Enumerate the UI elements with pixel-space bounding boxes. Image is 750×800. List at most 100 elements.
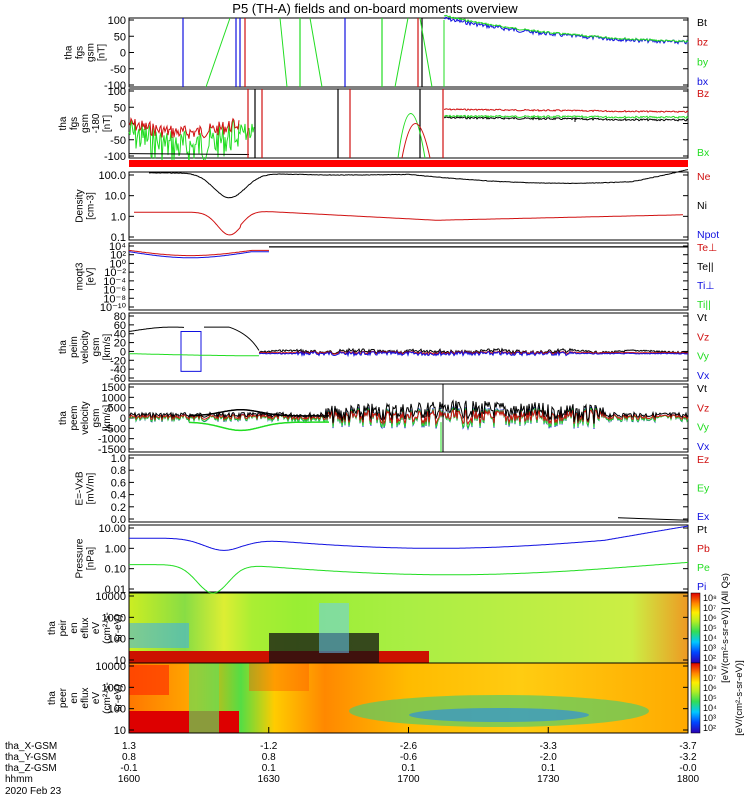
x-tick-label: 0.1	[541, 763, 555, 774]
y-tick-label: 0.1	[111, 232, 126, 244]
legend-entry: Ti||	[697, 299, 711, 311]
panel-7: 1.00.80.60.40.20.0 E=-VxB [mV/m] Ez Ey Ex	[75, 453, 711, 526]
y-axis-label: en	[69, 622, 80, 633]
y-tick-label: -100	[104, 151, 126, 163]
legend-entry: Bt	[697, 17, 707, 29]
legend-entry: Te⊥	[697, 242, 717, 254]
panel-frame	[128, 242, 689, 311]
y-tick-label: 50	[114, 102, 126, 114]
y-axis-label: eflux	[80, 687, 91, 708]
y-tick-label: 10000	[95, 661, 126, 673]
legend-entry: Ni	[697, 200, 707, 212]
y-axis-label: peer	[58, 687, 69, 708]
y-axis-label: [cm-3]	[86, 192, 97, 220]
colorbar-tick-label: 10⁶	[703, 613, 717, 623]
y-tick-label: 1000	[102, 682, 126, 694]
legend-entry: Vy	[697, 351, 710, 363]
panel-8: 10.00 1.00 0.10 0.01 Pressure [nPa] Pt Pb Pe Pi	[75, 523, 711, 596]
x-tick-label: 1630	[258, 774, 281, 785]
date-label: 2020 Feb 23	[5, 786, 62, 797]
y-tick-label: -50	[110, 64, 126, 76]
y-tick-label: 10⁻⁶	[103, 285, 126, 297]
x-tick-label: -3.7	[679, 741, 697, 752]
y-tick-label: 10²	[110, 250, 126, 262]
panel-frame	[128, 17, 689, 88]
y-tick-label: -40	[110, 364, 126, 376]
vz-trace	[128, 408, 689, 426]
colorbar-tick-label: 10³	[703, 643, 716, 653]
y-tick-label: 1500	[102, 382, 126, 394]
heatmap-band	[189, 663, 219, 733]
legend-entry: Te||	[697, 261, 714, 273]
panel-9: 10000 1000 100 10 tha peir en eflux eV (cm²-s-sr-…	[47, 591, 717, 667]
y-axis-label: [km/s]	[102, 333, 113, 360]
legend-entry: Vt	[697, 312, 707, 324]
y-tick-label: 40	[114, 329, 126, 341]
y-tick-label: -60	[110, 373, 126, 385]
x-tick-label: -1.2	[260, 741, 278, 752]
y-axis-label: -180	[91, 113, 102, 133]
legend-entry: Ey	[697, 483, 710, 495]
y-axis-label: gsm	[91, 409, 102, 428]
y-tick-label: 100	[108, 634, 126, 646]
y-tick-label: 60	[114, 320, 126, 332]
y-axis-label: moqt3	[75, 262, 86, 290]
y-tick-label: 100	[108, 15, 126, 27]
y-tick-label: 100	[108, 86, 126, 98]
y-axis-label: eflux	[80, 617, 91, 638]
colorbar-tick-label: 10⁷	[703, 673, 716, 683]
bt-trace	[128, 153, 250, 156]
y-tick-label: 10⁻⁴	[103, 276, 126, 288]
y-axis-label: tha	[58, 411, 69, 425]
colorbar-tick-label: 10⁸	[703, 663, 717, 673]
y-axis-label: gsm	[91, 338, 102, 357]
legend-entry: Ne	[697, 171, 711, 183]
panel-frame	[128, 454, 689, 523]
x-tick-label: -0.0	[679, 763, 697, 774]
legend-entry: bz	[697, 37, 708, 49]
y-axis-label: Pressure	[75, 538, 86, 578]
heatmap-band	[319, 603, 349, 653]
vy-trace	[189, 421, 329, 432]
te-perp-trace	[128, 249, 269, 257]
heatmap-band	[249, 663, 309, 691]
y-tick-label: 80	[114, 311, 126, 323]
y-tick-label: 0.4	[111, 490, 126, 502]
by-trace	[309, 17, 323, 88]
colorbar-tick-label: 10⁸	[703, 593, 717, 603]
bx-trace	[128, 118, 240, 164]
y-axis-label: fgs	[69, 117, 80, 130]
legend-entry: Npot	[697, 229, 719, 241]
by-trace	[443, 14, 689, 43]
x-tick-label: 1730	[537, 774, 560, 785]
colorbar-label: [eV/(cm²-s-sr-eV)] (All Qs)	[720, 573, 731, 683]
y-tick-label: -500	[104, 423, 126, 435]
y-tick-label: 10000	[95, 591, 126, 603]
y-axis-label: velocity	[80, 330, 91, 363]
y-tick-label: 100	[108, 704, 126, 716]
ti-perp-trace	[128, 251, 269, 259]
x-tick-label: -0.6	[400, 752, 418, 763]
y-tick-label: 10⁰	[109, 258, 126, 270]
x-tick-label: 1800	[677, 774, 700, 785]
legend-entry: Pe	[697, 562, 710, 574]
x-axis-row-label: hhmm	[5, 774, 33, 785]
y-axis-label: eV	[91, 622, 102, 635]
y-axis-label: tha	[58, 340, 69, 354]
x-tick-label: 1700	[397, 774, 420, 785]
y-tick-label: -20	[110, 355, 126, 367]
heatmap-band	[129, 623, 189, 648]
y-tick-label: -100	[104, 80, 126, 92]
colorbar-tick-label: 10⁴	[703, 703, 717, 713]
bx-trace	[397, 113, 426, 159]
x-tick-label: -2.0	[540, 752, 558, 763]
y-axis-label: Density	[75, 189, 86, 222]
colorbar-tick-label: 10⁴	[703, 633, 717, 643]
pi-trace	[129, 525, 689, 551]
by-trace	[205, 17, 231, 88]
y-axis-label: peir	[58, 619, 69, 636]
x-tick-label: 1600	[118, 774, 141, 785]
ne-trace	[134, 211, 683, 236]
